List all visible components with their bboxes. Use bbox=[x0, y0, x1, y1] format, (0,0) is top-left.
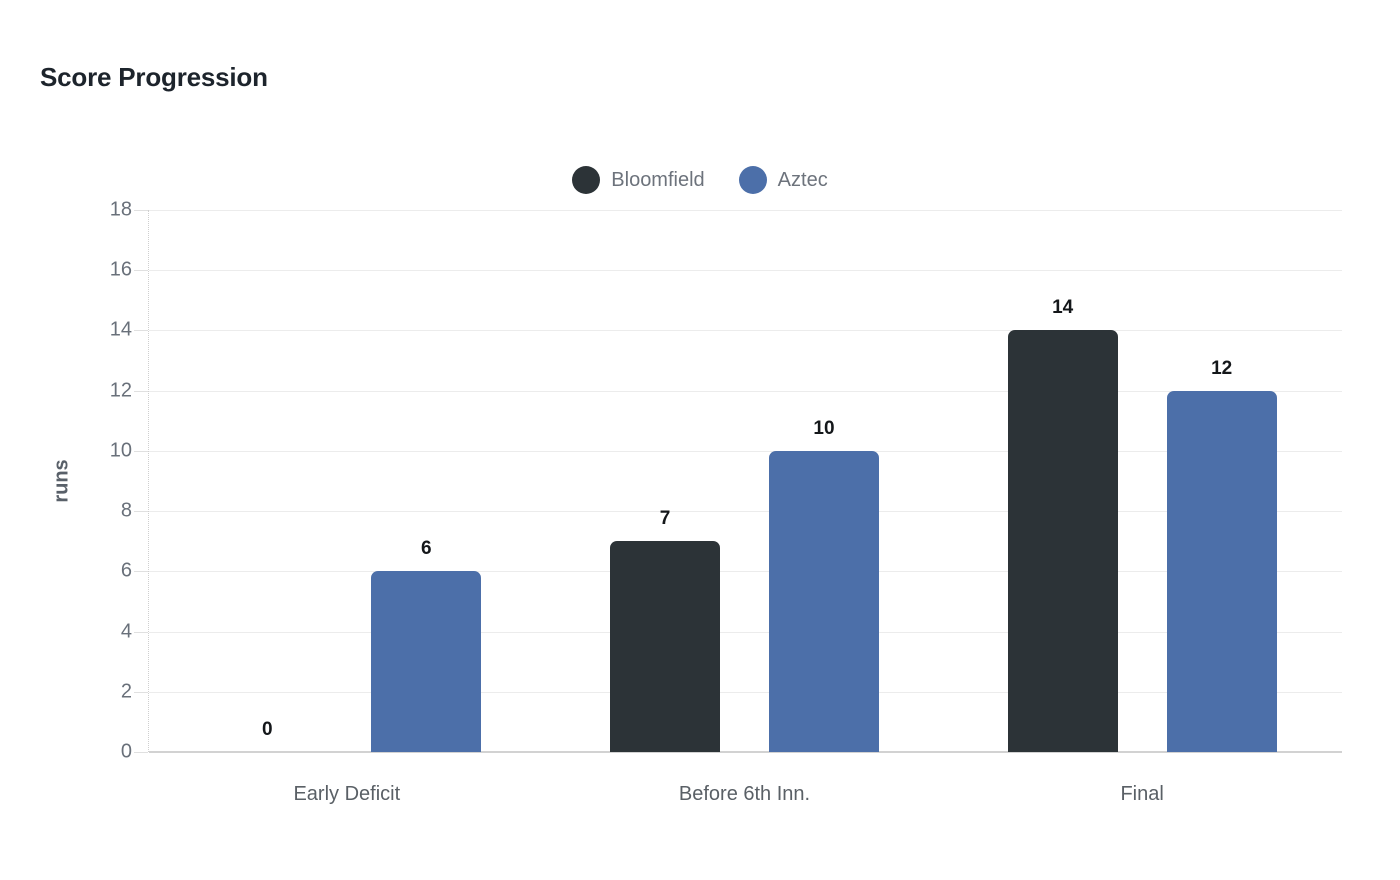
legend-item-label: Bloomfield bbox=[611, 168, 705, 191]
y-tick-label: 6 bbox=[120, 559, 132, 582]
y-tick-mark bbox=[134, 450, 148, 452]
y-tick-label: 0 bbox=[120, 740, 132, 763]
gridline bbox=[149, 210, 1342, 211]
bar-value-label: 12 bbox=[1211, 357, 1233, 379]
legend-item-bloomfield[interactable]: Bloomfield bbox=[572, 166, 705, 194]
y-tick-label: 16 bbox=[109, 258, 132, 281]
y-tick-mark bbox=[134, 571, 148, 573]
legend-item-aztec[interactable]: Aztec bbox=[738, 166, 828, 194]
bar-aztec-2[interactable] bbox=[769, 450, 879, 752]
y-tick-label: 4 bbox=[120, 620, 132, 643]
plot-area bbox=[148, 210, 1342, 753]
y-axis-title-text: runs bbox=[50, 459, 73, 503]
y-tick-label: 18 bbox=[109, 198, 132, 221]
gridline bbox=[149, 631, 1342, 633]
y-tick-mark bbox=[134, 691, 148, 693]
y-tick-label: 2 bbox=[120, 680, 132, 703]
y-tick-mark bbox=[134, 752, 148, 753]
y-tick-mark bbox=[134, 390, 148, 392]
y-tick-mark bbox=[134, 631, 148, 633]
y-tick-label: 14 bbox=[109, 318, 132, 341]
gridline bbox=[149, 511, 1342, 513]
y-tick-label: 10 bbox=[109, 439, 132, 462]
chart-title: Score Progression bbox=[40, 62, 268, 92]
gridline bbox=[149, 450, 1342, 452]
bar-value-label: 0 bbox=[262, 719, 273, 740]
bar-value-label: 7 bbox=[659, 508, 671, 530]
y-tick-label: 8 bbox=[120, 499, 132, 522]
bar-value-label: 6 bbox=[421, 538, 432, 560]
gridline bbox=[149, 270, 1342, 272]
gridline bbox=[149, 390, 1342, 392]
bar-aztec-3[interactable] bbox=[1166, 390, 1277, 752]
gridline bbox=[149, 330, 1342, 332]
x-category-label: Final bbox=[1120, 783, 1164, 805]
legend: Bloomfield Aztec bbox=[0, 162, 1400, 198]
bar-bloomfield-3[interactable] bbox=[1007, 330, 1118, 752]
y-tick-mark bbox=[134, 511, 148, 513]
legend-item-label: Aztec bbox=[777, 168, 828, 191]
bar-value-label: 14 bbox=[1052, 297, 1074, 319]
gridline bbox=[149, 571, 1342, 573]
gridline bbox=[149, 691, 1342, 693]
y-tick-label: 12 bbox=[109, 379, 132, 402]
y-tick-mark bbox=[134, 210, 148, 211]
bar-value-label: 10 bbox=[813, 417, 835, 439]
x-category-label: Early Deficit bbox=[293, 783, 401, 805]
x-category-label: Before 6th Inn. bbox=[678, 783, 811, 805]
legend-swatch-icon bbox=[738, 166, 767, 194]
legend-swatch-icon bbox=[572, 166, 601, 194]
y-tick-mark bbox=[134, 270, 148, 272]
bar-bloomfield-2[interactable] bbox=[610, 541, 720, 752]
x-axis-line bbox=[149, 751, 1342, 753]
bar-aztec-1[interactable] bbox=[371, 571, 482, 752]
y-tick-mark bbox=[134, 330, 148, 332]
